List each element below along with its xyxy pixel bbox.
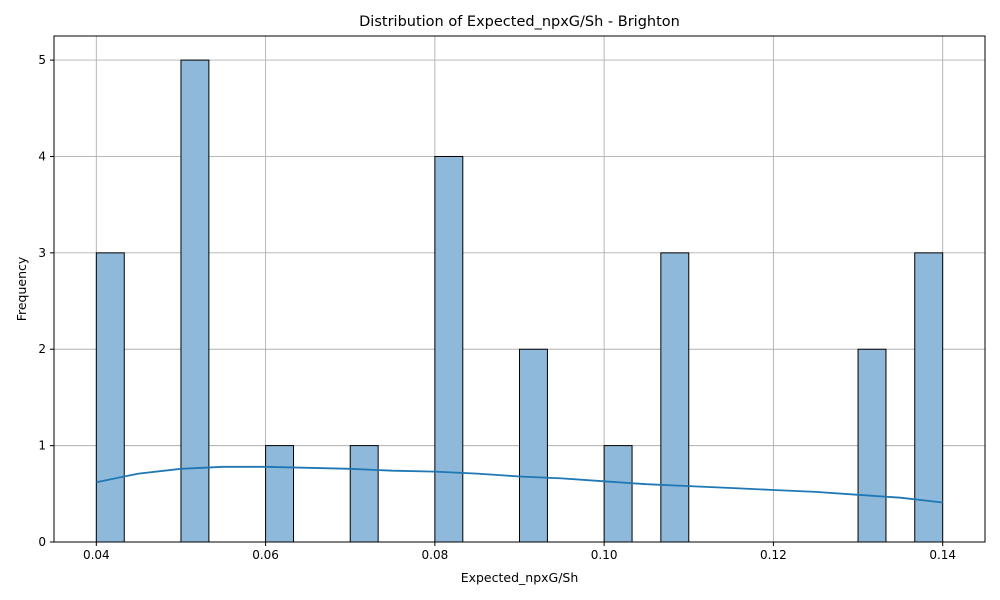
y-tick-label: 2 xyxy=(38,342,46,356)
ticks: 0.04 0.06 0.08 0.10 0.12 0.14 0 1 2 3 4 5 xyxy=(38,53,956,562)
x-axis-label: Expected_npxG/Sh xyxy=(461,570,579,585)
histogram-bar xyxy=(95,252,125,543)
x-tick-label: 0.12 xyxy=(760,548,787,562)
histogram-bar xyxy=(603,445,633,543)
axes-frame xyxy=(53,35,986,543)
x-tick-label: 0.08 xyxy=(422,548,449,562)
histogram-bar xyxy=(660,252,690,543)
y-tick-label: 4 xyxy=(38,149,46,163)
x-tick-label: 0.04 xyxy=(83,548,110,562)
chart-title: Distribution of Expected_npxG/Sh - Brigh… xyxy=(359,14,680,30)
histogram-bar xyxy=(914,252,944,543)
y-axis-label: Frequency xyxy=(14,256,29,321)
kde-curve-group xyxy=(96,465,943,504)
x-tick-label: 0.06 xyxy=(252,548,279,562)
y-tick-label: 1 xyxy=(38,439,46,453)
histogram-bar xyxy=(265,445,295,543)
histogram-bar xyxy=(519,348,548,543)
x-tick-label: 0.14 xyxy=(929,548,956,562)
x-tick-label: 0.10 xyxy=(591,548,618,562)
histogram-bar xyxy=(857,348,887,543)
bars xyxy=(95,59,944,543)
y-tick-label: 0 xyxy=(38,535,46,549)
histogram-bar xyxy=(434,155,464,543)
y-tick-label: 5 xyxy=(38,53,46,67)
histogram-bar xyxy=(349,445,379,543)
kde-line xyxy=(96,465,943,504)
histogram-bar xyxy=(180,59,210,543)
y-tick-label: 3 xyxy=(38,246,46,260)
